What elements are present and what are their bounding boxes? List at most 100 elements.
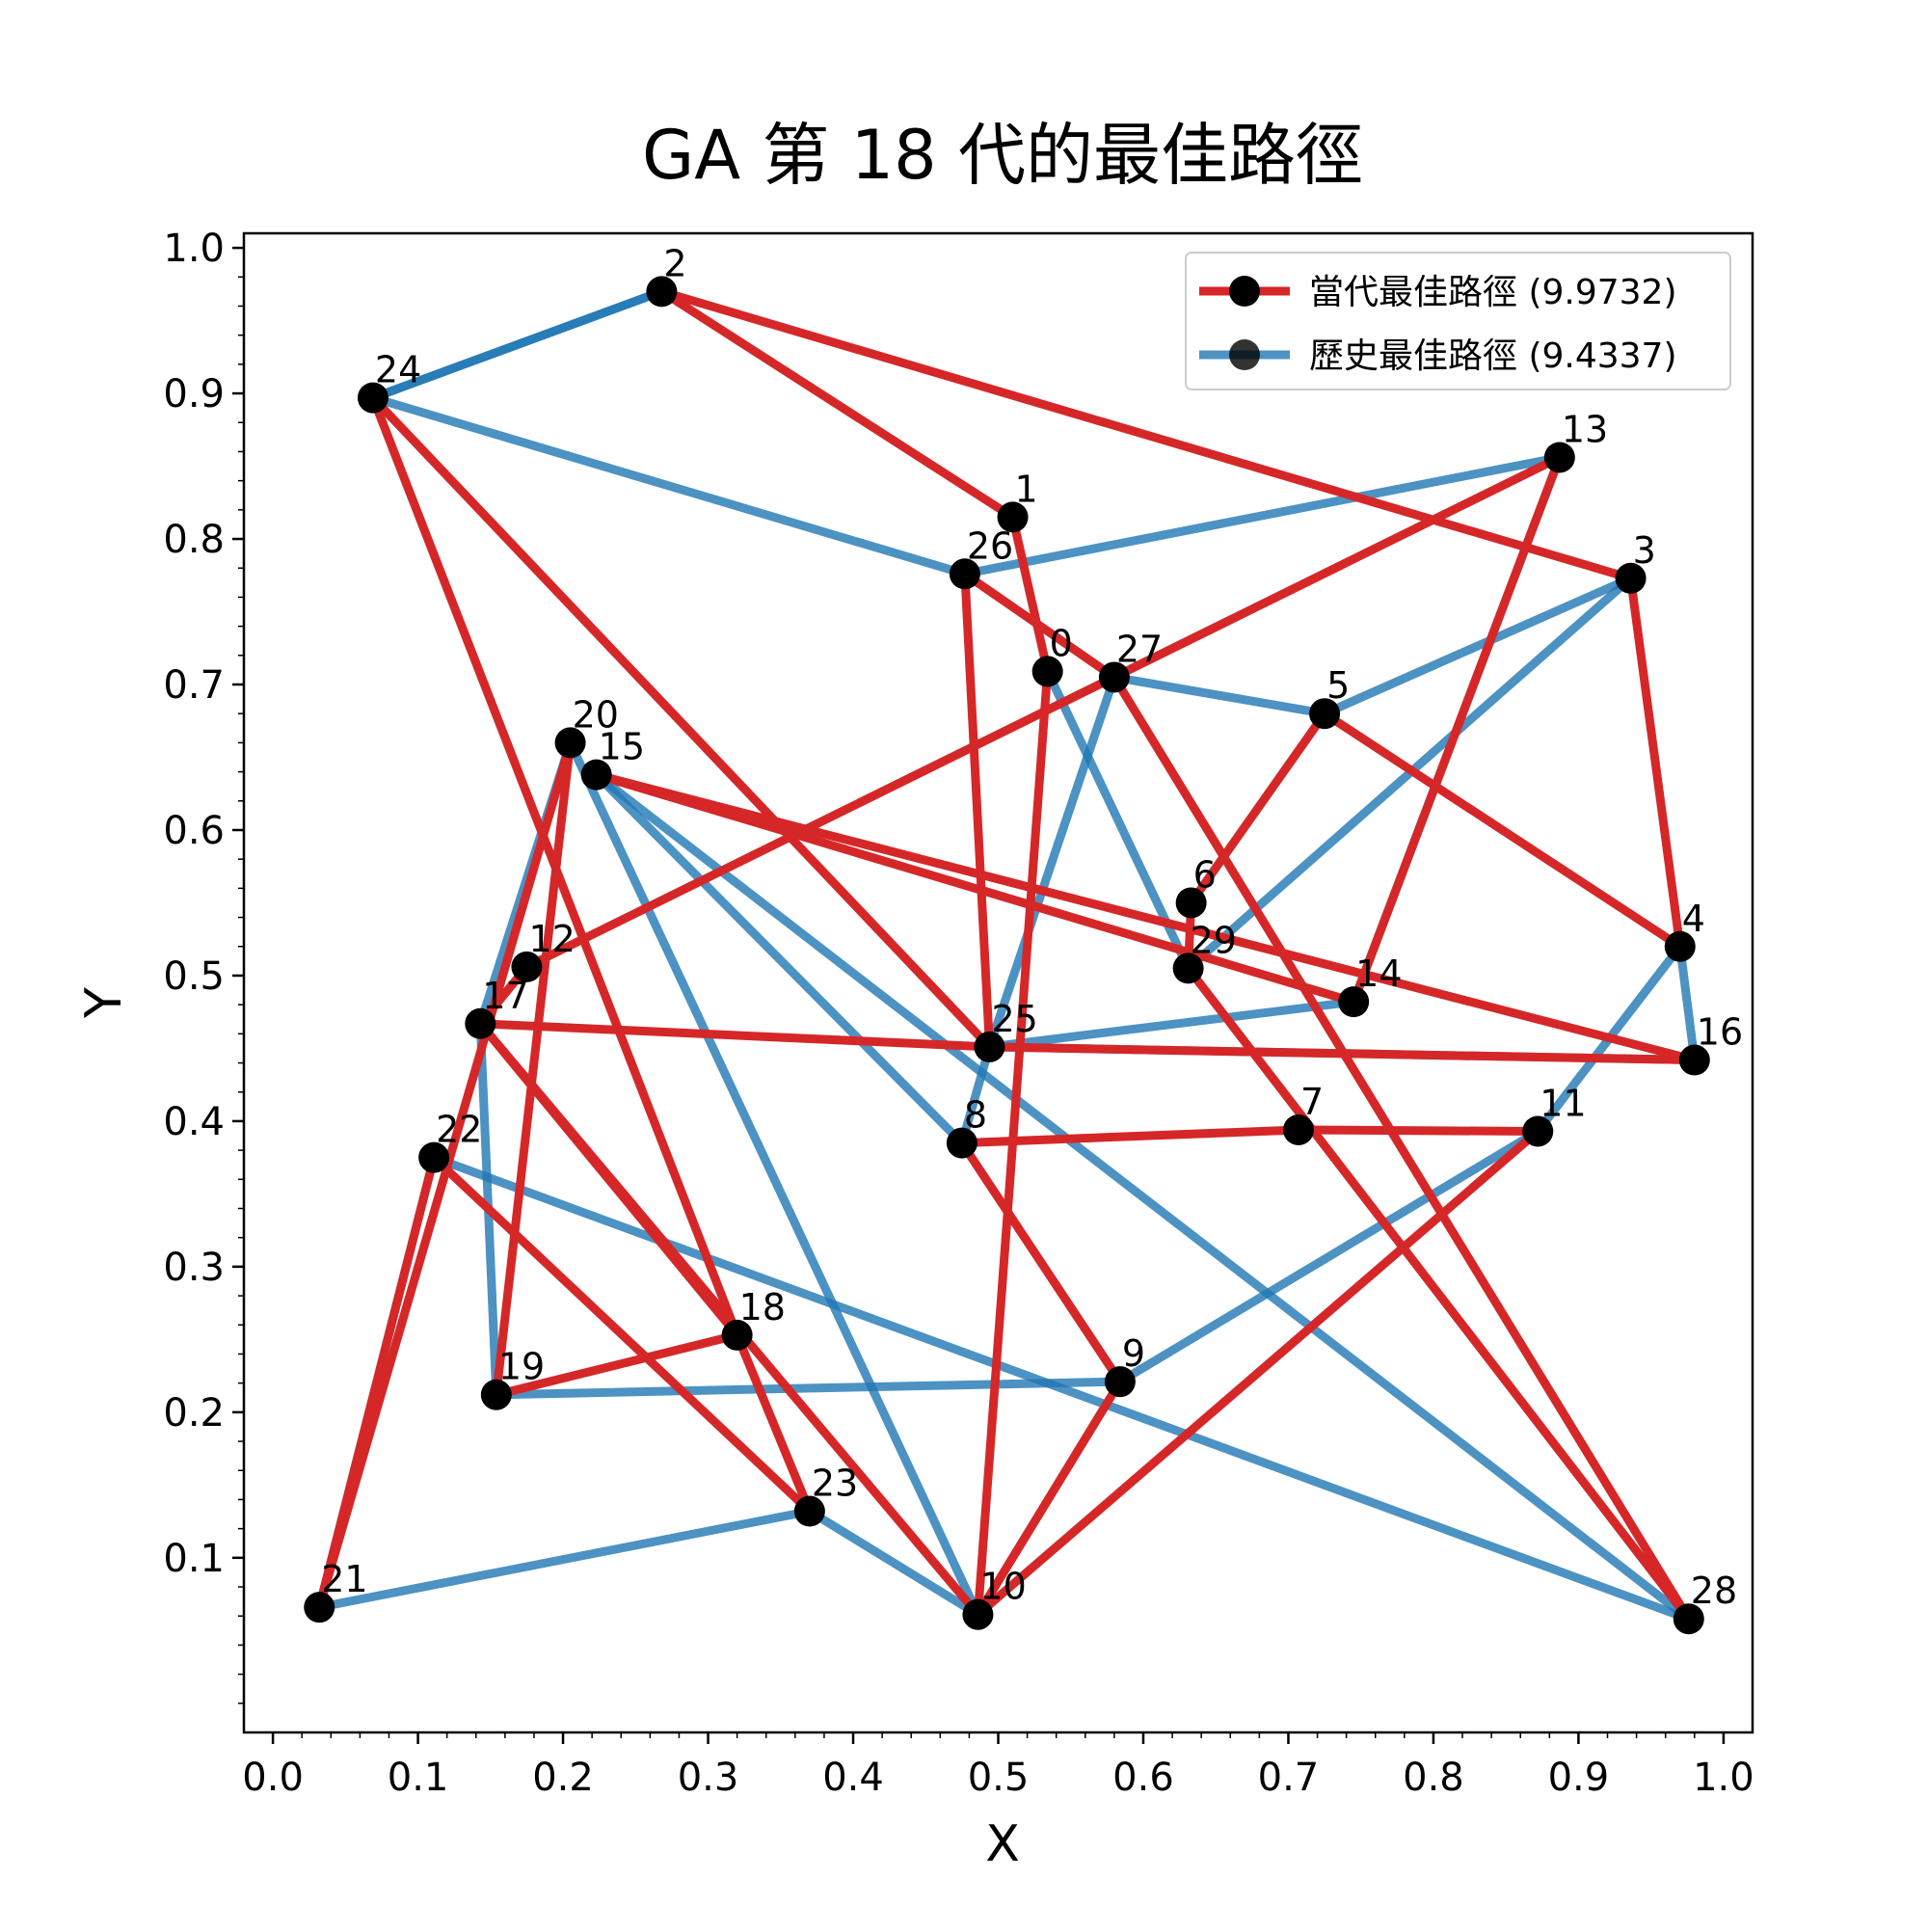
city-point — [1664, 930, 1696, 962]
city-label: 7 — [1300, 1081, 1324, 1123]
x-tick-label: 0.0 — [242, 1756, 304, 1800]
city-label: 27 — [1116, 628, 1163, 670]
city-label: 15 — [599, 726, 645, 768]
city-label: 4 — [1682, 898, 1705, 940]
route-segment — [1110, 672, 1694, 1623]
y-tick-label: 0.4 — [163, 1100, 225, 1144]
route-segment — [984, 1042, 1700, 1065]
route-segment — [1320, 709, 1685, 952]
city-point — [1522, 1115, 1554, 1147]
route-segment — [592, 770, 1694, 1623]
city-point — [962, 1598, 994, 1630]
route-segment — [1626, 574, 1685, 952]
route-segment — [973, 666, 1053, 1620]
tick-layer: 0.0 0.1 0.2 0.3 0.4 0.5 0.6 0.7 0.8 0.9 1.0 0.1 0.2 0… — [163, 227, 1754, 1800]
city-label: 12 — [528, 918, 575, 960]
city-label: 24 — [375, 349, 421, 391]
city-point — [1282, 1114, 1314, 1145]
chart-title: GA 第 18 代的最佳路徑 — [642, 116, 1363, 195]
route-segment — [957, 1139, 1125, 1386]
city-point — [1678, 1044, 1710, 1076]
route-segment — [1675, 942, 1700, 1065]
route-segment — [1110, 672, 1329, 718]
route-series-current — [314, 286, 1700, 1623]
city-label: 22 — [436, 1109, 482, 1151]
legend-entry-label: 當代最佳路徑 (9.9732) — [1309, 273, 1677, 312]
route-series-historical — [314, 286, 1700, 1623]
city-point — [1615, 562, 1647, 594]
y-tick-label: 0.7 — [163, 663, 225, 708]
route-segment — [973, 1126, 1542, 1620]
city-markers: 0123456789101112131415161718192021222324… — [304, 242, 1743, 1635]
route-segment — [1349, 452, 1565, 1006]
x-axis-label: X — [985, 1815, 1020, 1873]
y-tick-label: 1.0 — [163, 227, 225, 271]
city-label: 11 — [1540, 1082, 1586, 1124]
y-tick-label: 0.6 — [163, 809, 225, 853]
route-segment — [1187, 709, 1329, 907]
city-point — [304, 1592, 335, 1623]
x-tick-label: 0.7 — [1258, 1756, 1320, 1800]
route-segment — [957, 1125, 1303, 1148]
city-label: 25 — [991, 998, 1037, 1040]
route-segment — [368, 393, 970, 578]
route-segment — [960, 569, 994, 1052]
city-point — [946, 1127, 977, 1159]
city-point — [511, 951, 543, 982]
route-segment — [429, 1153, 815, 1516]
city-label: 13 — [1562, 408, 1608, 450]
city-point — [721, 1319, 753, 1351]
city-label: 19 — [498, 1346, 545, 1388]
city-point — [1543, 442, 1575, 473]
city-label: 5 — [1326, 664, 1350, 707]
route-segment — [733, 1330, 815, 1516]
route-segment — [984, 672, 1119, 1052]
route-segment — [1008, 512, 1053, 676]
x-tick-label: 0.4 — [822, 1756, 884, 1800]
route-segment — [368, 286, 666, 403]
city-label: 21 — [321, 1558, 367, 1600]
city-label: 29 — [1191, 919, 1237, 961]
route-segment — [656, 286, 1636, 583]
route-segment — [984, 997, 1358, 1052]
city-label: 20 — [573, 693, 619, 736]
legend-marker — [1229, 276, 1260, 307]
city-label: 1 — [1015, 468, 1038, 510]
legend-marker — [1229, 339, 1260, 370]
city-label: 8 — [964, 1094, 987, 1137]
city-point — [418, 1141, 450, 1173]
city-point — [580, 759, 612, 791]
city-label: 9 — [1122, 1332, 1145, 1375]
route-segment — [566, 738, 982, 1620]
y-tick-label: 0.9 — [163, 372, 225, 416]
city-label: 28 — [1691, 1570, 1737, 1612]
city-label: 0 — [1050, 622, 1073, 664]
route-segment — [960, 569, 1119, 682]
city-point — [949, 558, 980, 590]
route-segment — [314, 738, 576, 1612]
city-label: 17 — [482, 975, 528, 1017]
city-point — [1309, 698, 1341, 730]
route-segment — [973, 1377, 1125, 1620]
city-point — [1338, 986, 1370, 1018]
city-point — [357, 382, 388, 414]
city-label: 3 — [1633, 529, 1656, 572]
route-segment — [492, 738, 576, 1400]
x-tick-label: 1.0 — [1693, 1756, 1754, 1800]
route-segment — [1320, 574, 1636, 718]
city-label: 18 — [739, 1286, 786, 1328]
city-point — [1175, 887, 1207, 919]
city-label: 26 — [967, 524, 1013, 567]
city-point — [1673, 1603, 1704, 1635]
city-point — [793, 1495, 825, 1527]
route-segment — [314, 1507, 815, 1612]
route-segment — [957, 1042, 994, 1148]
y-tick-label: 0.8 — [163, 518, 225, 562]
route-segment — [429, 1153, 1694, 1623]
route-segment — [1294, 1125, 1542, 1136]
legend-box — [1185, 252, 1731, 390]
city-label: 10 — [979, 1566, 1026, 1608]
x-tick-label: 0.3 — [678, 1756, 739, 1800]
